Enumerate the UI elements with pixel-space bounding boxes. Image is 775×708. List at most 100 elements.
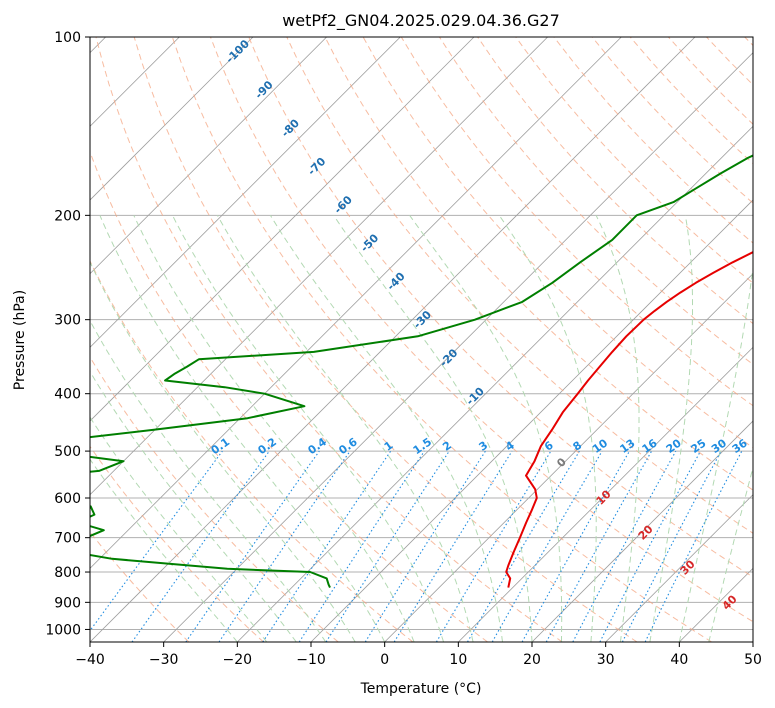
isotherm-line xyxy=(90,37,475,422)
mixing-ratio-line xyxy=(545,450,653,642)
dry-adiabats xyxy=(90,37,753,642)
dry-adiabat-line xyxy=(210,37,753,623)
dry-adiabat-label: -20 xyxy=(437,346,460,369)
chart-title: wetPf2_GN04.2025.029.04.36.G27 xyxy=(282,11,560,31)
dry-adiabat-line xyxy=(90,150,488,642)
isotherm-line xyxy=(605,494,753,642)
dry-adiabat-line xyxy=(90,531,190,642)
isotherm-line xyxy=(90,37,327,275)
dry-adiabat-line xyxy=(286,37,753,534)
dry-adiabat-line xyxy=(90,445,264,642)
dry-adiabat-line xyxy=(553,37,753,244)
mixing-ratio-line xyxy=(90,450,223,632)
mixing-ratio-label: 16 xyxy=(640,436,660,456)
y-tick-label: 100 xyxy=(54,30,81,46)
mixing-ratio-line xyxy=(218,450,351,642)
mixing-ratio-label: 0.2 xyxy=(256,435,279,457)
x-tick-label: 0 xyxy=(380,652,389,668)
dry-adiabat-line xyxy=(591,37,753,204)
mixing-ratio-label: 36 xyxy=(730,436,750,456)
dry-adiabat-label: -10 xyxy=(464,384,487,407)
y-axis-label: Pressure (hPa) xyxy=(12,290,28,390)
mixing-ratio-label: 0.6 xyxy=(336,435,360,457)
dry-adiabat-label: -80 xyxy=(279,116,302,139)
plot-frame xyxy=(89,36,754,643)
temperature-profile xyxy=(505,251,753,588)
isotherm-line xyxy=(90,37,254,201)
mixing-ratio-label: 25 xyxy=(688,437,708,456)
moist-adiabat-line xyxy=(269,215,503,642)
x-axis-label: Temperature (°C) xyxy=(360,681,482,697)
mixing-ratio-line xyxy=(325,450,450,642)
dewpoint-profile xyxy=(90,154,753,589)
y-tick-label: 300 xyxy=(54,313,81,329)
moist-adiabat-line xyxy=(90,319,327,642)
x-axis-ticks: −40 −30 −20 −10 0 10 20 30 40 50 xyxy=(75,642,762,668)
dry-adiabat-line xyxy=(324,37,753,491)
profile-series xyxy=(90,154,753,589)
mixing-ratio-line xyxy=(393,450,513,642)
isotherm-line xyxy=(531,420,753,642)
dry-adiabat-line xyxy=(133,37,638,642)
moist-adiabat-line xyxy=(216,215,474,642)
y-axis-ticks: 100 200 300 400 500 600 700 800 900 1000 xyxy=(45,30,90,638)
isotherm-line xyxy=(384,273,753,642)
isotherm-line xyxy=(679,567,753,642)
mixing-ratio-lines xyxy=(90,450,743,642)
mixing-ratio-line xyxy=(467,450,580,642)
mixing-ratio-line xyxy=(262,450,392,642)
isotherm-line xyxy=(90,37,622,569)
isotherm-line xyxy=(310,199,753,642)
y-tick-label: 800 xyxy=(54,565,81,581)
y-tick-label: 500 xyxy=(54,444,81,460)
moist-adiabat-label: 0 xyxy=(554,455,569,470)
mixing-ratio-label: 30 xyxy=(709,436,729,456)
mixing-ratio-line xyxy=(185,450,320,642)
y-tick-label: 600 xyxy=(54,491,81,507)
dry-adiabat-line xyxy=(171,37,712,642)
isotherm-line xyxy=(163,52,753,642)
moist-adiabat-line xyxy=(90,458,238,642)
isotherm-line xyxy=(90,37,401,348)
y-tick-label: 200 xyxy=(54,208,81,224)
moist-adiabat-line xyxy=(595,215,640,642)
mixing-ratio-line xyxy=(298,450,425,642)
dry-adiabat-label: -100 xyxy=(223,37,252,66)
dry-adiabat-line xyxy=(706,37,753,86)
isotherm-line xyxy=(458,346,753,642)
x-tick-label: 50 xyxy=(744,652,762,668)
mixing-ratio-line xyxy=(599,450,701,642)
y-tick-label: 1000 xyxy=(45,622,81,638)
dry-adiabat-line xyxy=(90,356,339,642)
moist-adiabat-line xyxy=(498,215,597,642)
dry-adiabat-label: -70 xyxy=(305,155,328,178)
moist-adiabat-line xyxy=(708,465,753,642)
mixing-ratio-label: 1.5 xyxy=(411,435,434,457)
moist-adiabat-line xyxy=(90,370,297,642)
dry-adiabat-line xyxy=(95,37,563,642)
x-tick-label: 30 xyxy=(597,652,615,668)
moist-adiabat-line xyxy=(90,260,356,642)
mixing-ratio-label: 0.1 xyxy=(209,435,232,457)
isotherm-gridlines xyxy=(90,37,753,642)
moist-adiabat-line xyxy=(409,215,563,642)
mixing-ratio-label: 13 xyxy=(617,437,637,456)
x-tick-label: −40 xyxy=(75,652,105,668)
x-tick-label: 40 xyxy=(670,652,688,668)
mixing-ratio-line xyxy=(572,450,677,642)
x-tick-label: −10 xyxy=(296,652,326,668)
dry-adiabat-label: -30 xyxy=(411,308,434,331)
isotherm-line xyxy=(237,125,753,642)
isotherm-line xyxy=(752,641,753,642)
dry-adiabat-label: -40 xyxy=(384,270,407,293)
dry-adiabat-line xyxy=(90,259,414,642)
moist-adiabat-line xyxy=(649,215,693,642)
moist-adiabat-line xyxy=(99,215,386,642)
moist-adiabat-line xyxy=(678,264,753,642)
y-tick-label: 900 xyxy=(54,595,81,611)
mixing-ratio-labels: 0.1 0.2 0.4 0.6 1 1.5 2 3 4 6 8 10 13 16 20 25 30 36 xyxy=(209,435,750,457)
isotherm-line xyxy=(90,37,548,496)
x-tick-label: 10 xyxy=(449,652,467,668)
